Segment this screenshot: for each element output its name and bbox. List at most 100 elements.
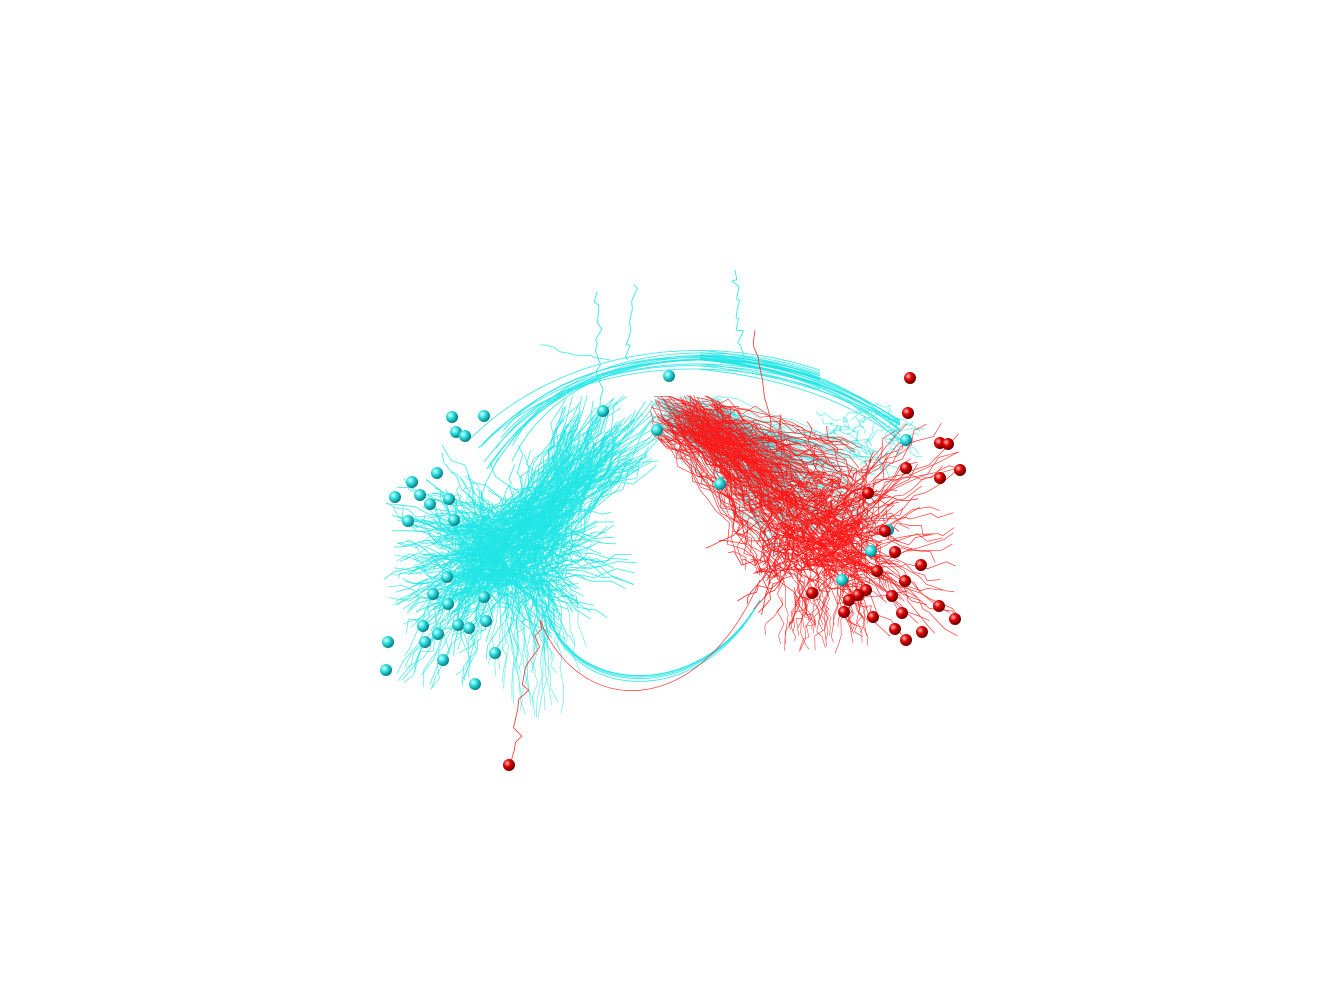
- cyan-neurite: [524, 463, 582, 570]
- red-neurite: [811, 578, 823, 631]
- cyan-soma: [452, 619, 464, 631]
- cyan-neurite: [415, 534, 480, 569]
- cyan-loop: [544, 599, 761, 677]
- cyan-neurite: [494, 446, 628, 532]
- red-neurite: [802, 515, 863, 554]
- cyan-soma: [389, 491, 401, 503]
- red-neurite: [783, 567, 789, 651]
- cyan-arch: [500, 365, 821, 439]
- red-soma: [867, 611, 879, 623]
- cyan-neurite: [539, 529, 614, 569]
- cyan-neurite: [885, 437, 903, 447]
- cyan-neurite: [507, 437, 660, 572]
- cyan-neurite: [846, 425, 864, 435]
- cyan-soma: [463, 622, 475, 634]
- cyan-neurite: [556, 427, 656, 560]
- red-neurite: [712, 413, 785, 466]
- red-neurite: [663, 414, 835, 482]
- red-neurite: [857, 550, 958, 637]
- cyan-neurite: [521, 580, 594, 606]
- cyan-neurite: [441, 444, 507, 512]
- red-neurite: [854, 578, 869, 646]
- red-neurite: [812, 430, 895, 534]
- red-neurite: [753, 329, 772, 431]
- cyan-neurite: [489, 442, 577, 544]
- cyan-neurite: [528, 396, 582, 558]
- cyan-neurite: [517, 416, 580, 528]
- cyan-neurite: [431, 503, 475, 556]
- cyan-neurite: [855, 416, 866, 433]
- cyan-arch: [699, 352, 901, 423]
- red-neurite: [680, 409, 826, 562]
- cyan-neurite: [397, 569, 477, 682]
- cyan-neurite: [860, 444, 873, 457]
- cyan-arch: [699, 363, 901, 435]
- red-neurite: [702, 400, 765, 477]
- red-neurite: [814, 570, 823, 601]
- red-neurite: [805, 468, 843, 510]
- cyan-neurite: [731, 269, 745, 361]
- cyan-soma: [478, 410, 490, 422]
- red-neurite: [816, 568, 863, 637]
- cyan-neurite: [539, 554, 632, 572]
- red-neurite: [847, 502, 935, 536]
- cyan-soma: [478, 591, 490, 603]
- red-neurite: [839, 501, 936, 634]
- cyan-neurite: [867, 427, 886, 442]
- cyan-neurite: [500, 566, 522, 674]
- red-neurite: [832, 545, 950, 613]
- red-soma: [871, 565, 883, 577]
- cyan-neurite: [521, 460, 659, 523]
- cyan-soma: [469, 678, 481, 690]
- red-neurite: [680, 429, 761, 576]
- red-soma: [889, 546, 901, 558]
- cyan-neurite: [504, 443, 573, 523]
- cyan-neurite: [890, 447, 902, 456]
- red-neurite: [762, 538, 771, 598]
- red-neurite: [820, 506, 940, 526]
- cyan-neurite: [412, 549, 509, 561]
- red-neurite: [825, 476, 840, 501]
- cyan-neurite: [419, 530, 480, 553]
- cyan-arch: [470, 350, 821, 439]
- cyan-neurite: [450, 472, 493, 533]
- red-neurite: [835, 532, 955, 593]
- red-soma: [886, 590, 898, 602]
- red-neurite: [698, 430, 783, 522]
- red-neurite: [662, 429, 742, 503]
- cyan-neurite: [826, 425, 843, 441]
- cyan-neurite: [396, 563, 508, 606]
- cyan-neurite: [530, 457, 652, 523]
- cyan-neurite: [897, 418, 925, 430]
- cyan-neurite: [506, 574, 515, 656]
- cyan-soma: [663, 370, 675, 382]
- cyan-neurite: [467, 543, 488, 678]
- red-neurite: [797, 583, 804, 636]
- cyan-soma: [459, 430, 471, 442]
- cyan-soma: [443, 493, 455, 505]
- cyan-neurite: [859, 450, 890, 466]
- cyan-neurite: [870, 410, 896, 421]
- cyan-neurite: [842, 416, 849, 423]
- cyan-neurite: [456, 485, 493, 572]
- red-neurite: [820, 565, 944, 592]
- red-neurite: [839, 553, 872, 617]
- cyan-neurite: [397, 519, 509, 575]
- cyan-neurite: [558, 439, 611, 533]
- red-neurite: [757, 571, 782, 613]
- red-neurite: [716, 432, 844, 547]
- red-neurite: [776, 548, 803, 574]
- cyan-neurite: [833, 423, 849, 436]
- red-neurite: [657, 397, 808, 447]
- cyan-arch: [495, 359, 821, 449]
- cyan-neurite: [450, 537, 512, 613]
- red-neurite: [669, 397, 858, 502]
- cyan-neurite: [418, 539, 511, 560]
- red-neurite: [656, 400, 776, 441]
- red-soma: [942, 438, 954, 450]
- red-soma: [889, 623, 901, 635]
- cyan-soma: [489, 647, 501, 659]
- red-neurite: [718, 401, 819, 552]
- cyan-soma: [865, 545, 877, 557]
